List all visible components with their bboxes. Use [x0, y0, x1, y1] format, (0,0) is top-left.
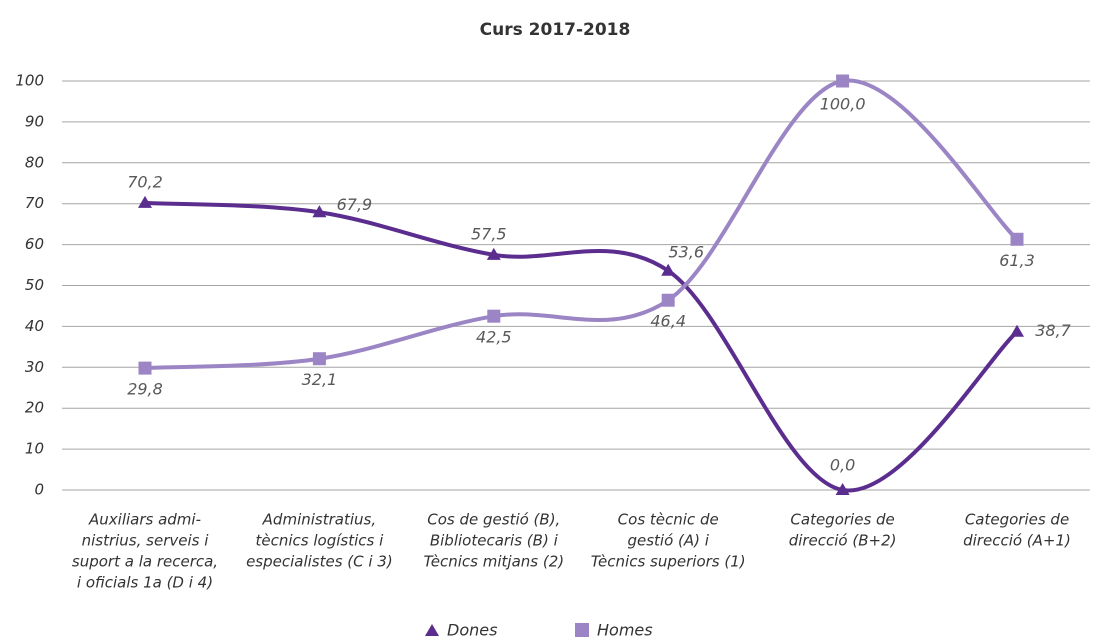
- point-marker: [487, 309, 501, 323]
- data-label: 42,5: [476, 328, 512, 347]
- data-label: 70,2: [127, 172, 163, 191]
- point-marker: [661, 263, 676, 276]
- x-tick-label: Cos tècnic de: [618, 511, 719, 529]
- y-tick-label: 0: [34, 481, 44, 499]
- y-tick-label: 100: [15, 72, 44, 90]
- point-marker: [835, 483, 850, 495]
- x-tick-label: especialistes (C i 3): [246, 553, 393, 571]
- legend-swatch: [425, 624, 439, 636]
- data-label: 32,1: [302, 370, 338, 389]
- x-tick-label: Categories de: [790, 511, 894, 529]
- x-tick-label: suport a la recerca,: [72, 553, 218, 571]
- y-tick-label: 60: [25, 235, 44, 253]
- x-tick-label: Categories de: [965, 511, 1069, 529]
- point-marker: [138, 195, 152, 208]
- y-tick-label: 80: [25, 153, 44, 171]
- data-label: 57,5: [471, 224, 507, 243]
- x-tick-label: Administratius,: [262, 511, 376, 529]
- legend-swatch: [575, 623, 589, 637]
- x-tick-label: nistrius, serveis i: [82, 532, 210, 550]
- y-tick-label: 30: [25, 358, 44, 376]
- y-tick-label: 50: [25, 276, 44, 294]
- data-label: 38,7: [1035, 321, 1071, 340]
- point-marker: [836, 74, 850, 88]
- point-marker: [486, 247, 501, 260]
- x-tick-label: Bibliotecaris (B) i: [430, 532, 559, 550]
- y-tick-label: 20: [25, 399, 44, 417]
- y-tick-label: 10: [25, 440, 44, 458]
- series-line: [144, 78, 1019, 371]
- legend-label: Dones: [447, 621, 497, 640]
- y-tick-label: 90: [25, 112, 44, 130]
- x-tick-label: i oficials 1a (D i 4): [77, 574, 213, 592]
- x-tick-label: Tècnics superiors (1): [591, 553, 746, 571]
- x-tick-label: tècnics logístics i: [256, 532, 385, 550]
- data-label: 53,6: [668, 242, 704, 261]
- point-marker: [138, 361, 152, 375]
- series-line: [144, 200, 1019, 493]
- chart-title: Curs 2017-2018: [480, 20, 631, 40]
- point-marker: [1010, 324, 1024, 337]
- x-tick-label: gestió (A) i: [627, 532, 709, 550]
- data-label: 67,9: [337, 195, 373, 214]
- data-label: 61,3: [999, 251, 1035, 270]
- data-label: 0,0: [830, 456, 855, 475]
- point-marker: [312, 352, 326, 366]
- point-marker: [661, 293, 675, 307]
- data-label: 100,0: [820, 95, 866, 114]
- x-tick-label: Auxiliars admi-: [88, 511, 201, 529]
- data-label: 29,8: [127, 380, 163, 399]
- data-label: 46,4: [650, 312, 686, 331]
- x-tick-label: direcció (B+2): [789, 532, 897, 550]
- legend-label: Homes: [597, 621, 653, 640]
- point-marker: [312, 205, 327, 218]
- x-tick-label: direcció (A+1): [963, 532, 1071, 550]
- x-tick-label: Tècnics mitjans (2): [423, 553, 564, 571]
- y-tick-label: 70: [25, 194, 44, 212]
- point-marker: [1010, 232, 1024, 246]
- x-tick-label: Cos de gestió (B),: [427, 511, 560, 529]
- y-tick-label: 40: [25, 317, 44, 335]
